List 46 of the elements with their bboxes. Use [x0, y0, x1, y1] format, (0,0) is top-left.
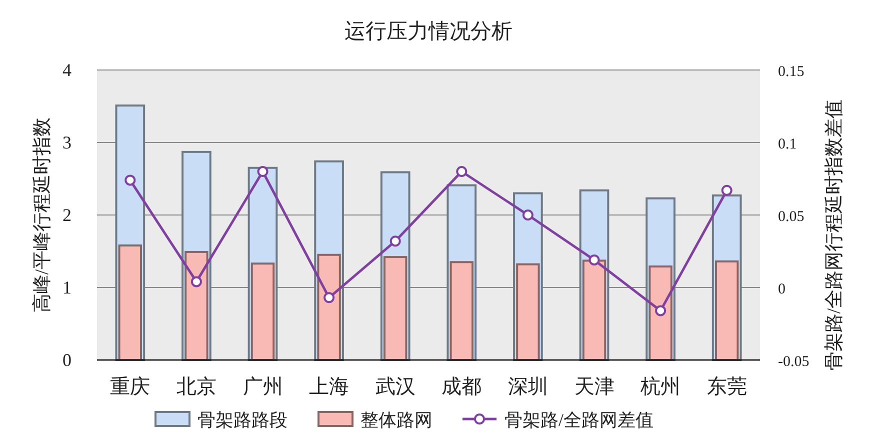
y-tick-label: 2: [62, 205, 72, 225]
y2-tick-label: -0.05: [778, 354, 810, 370]
point: [721, 184, 732, 196]
x-tick-label: 上海: [309, 376, 350, 398]
point: [588, 254, 600, 266]
bar: [383, 256, 408, 361]
bar: [317, 254, 341, 361]
y-tick-label: 4: [62, 60, 72, 80]
x-tick-label: 成都: [442, 376, 482, 398]
y2-axis-title: 骨架路/全路网行程延时指数差值: [824, 99, 845, 371]
bar: [450, 261, 474, 361]
point: [124, 174, 136, 186]
y2-tick-label: 0: [778, 282, 786, 298]
bar: [714, 260, 739, 361]
legend-label: 骨架路/全路网差值: [504, 410, 654, 430]
y2-tick-label: 0.15: [778, 64, 804, 80]
bar: [648, 265, 672, 361]
point: [390, 236, 401, 247]
chart-title: 运行压力情况分析: [344, 19, 512, 43]
legend-label: 骨架路路段: [198, 410, 288, 430]
y-tick-label: 1: [62, 278, 72, 298]
y2-tick-label: 0.1: [778, 136, 797, 152]
bar: [184, 250, 208, 361]
x-tick-label: 广州: [242, 376, 283, 398]
y-axis-title: 高峰/平峰行程延时指数: [31, 117, 53, 313]
legend-label: 整体路网: [360, 410, 432, 430]
y2-tick-label: 0.05: [778, 209, 804, 225]
bar: [250, 262, 275, 361]
bar: [582, 260, 606, 361]
x-tick-label: 东莞: [706, 376, 747, 398]
point: [655, 305, 666, 316]
x-tick-label: 深圳: [508, 376, 548, 398]
x-tick-label: 北京: [176, 376, 216, 398]
y-tick-label: 0: [62, 350, 72, 370]
point: [257, 166, 268, 177]
x-tick-label: 天津: [574, 376, 614, 398]
y-tick-label: 3: [62, 132, 72, 152]
x-tick-label: 重庆: [110, 376, 150, 398]
point: [324, 292, 335, 304]
x-tick-label: 杭州: [640, 376, 681, 398]
point: [456, 166, 468, 177]
point: [522, 210, 534, 220]
bar: [516, 263, 540, 361]
x-tick-label: 武汉: [375, 376, 416, 398]
bar: [118, 244, 142, 361]
point: [190, 276, 202, 288]
